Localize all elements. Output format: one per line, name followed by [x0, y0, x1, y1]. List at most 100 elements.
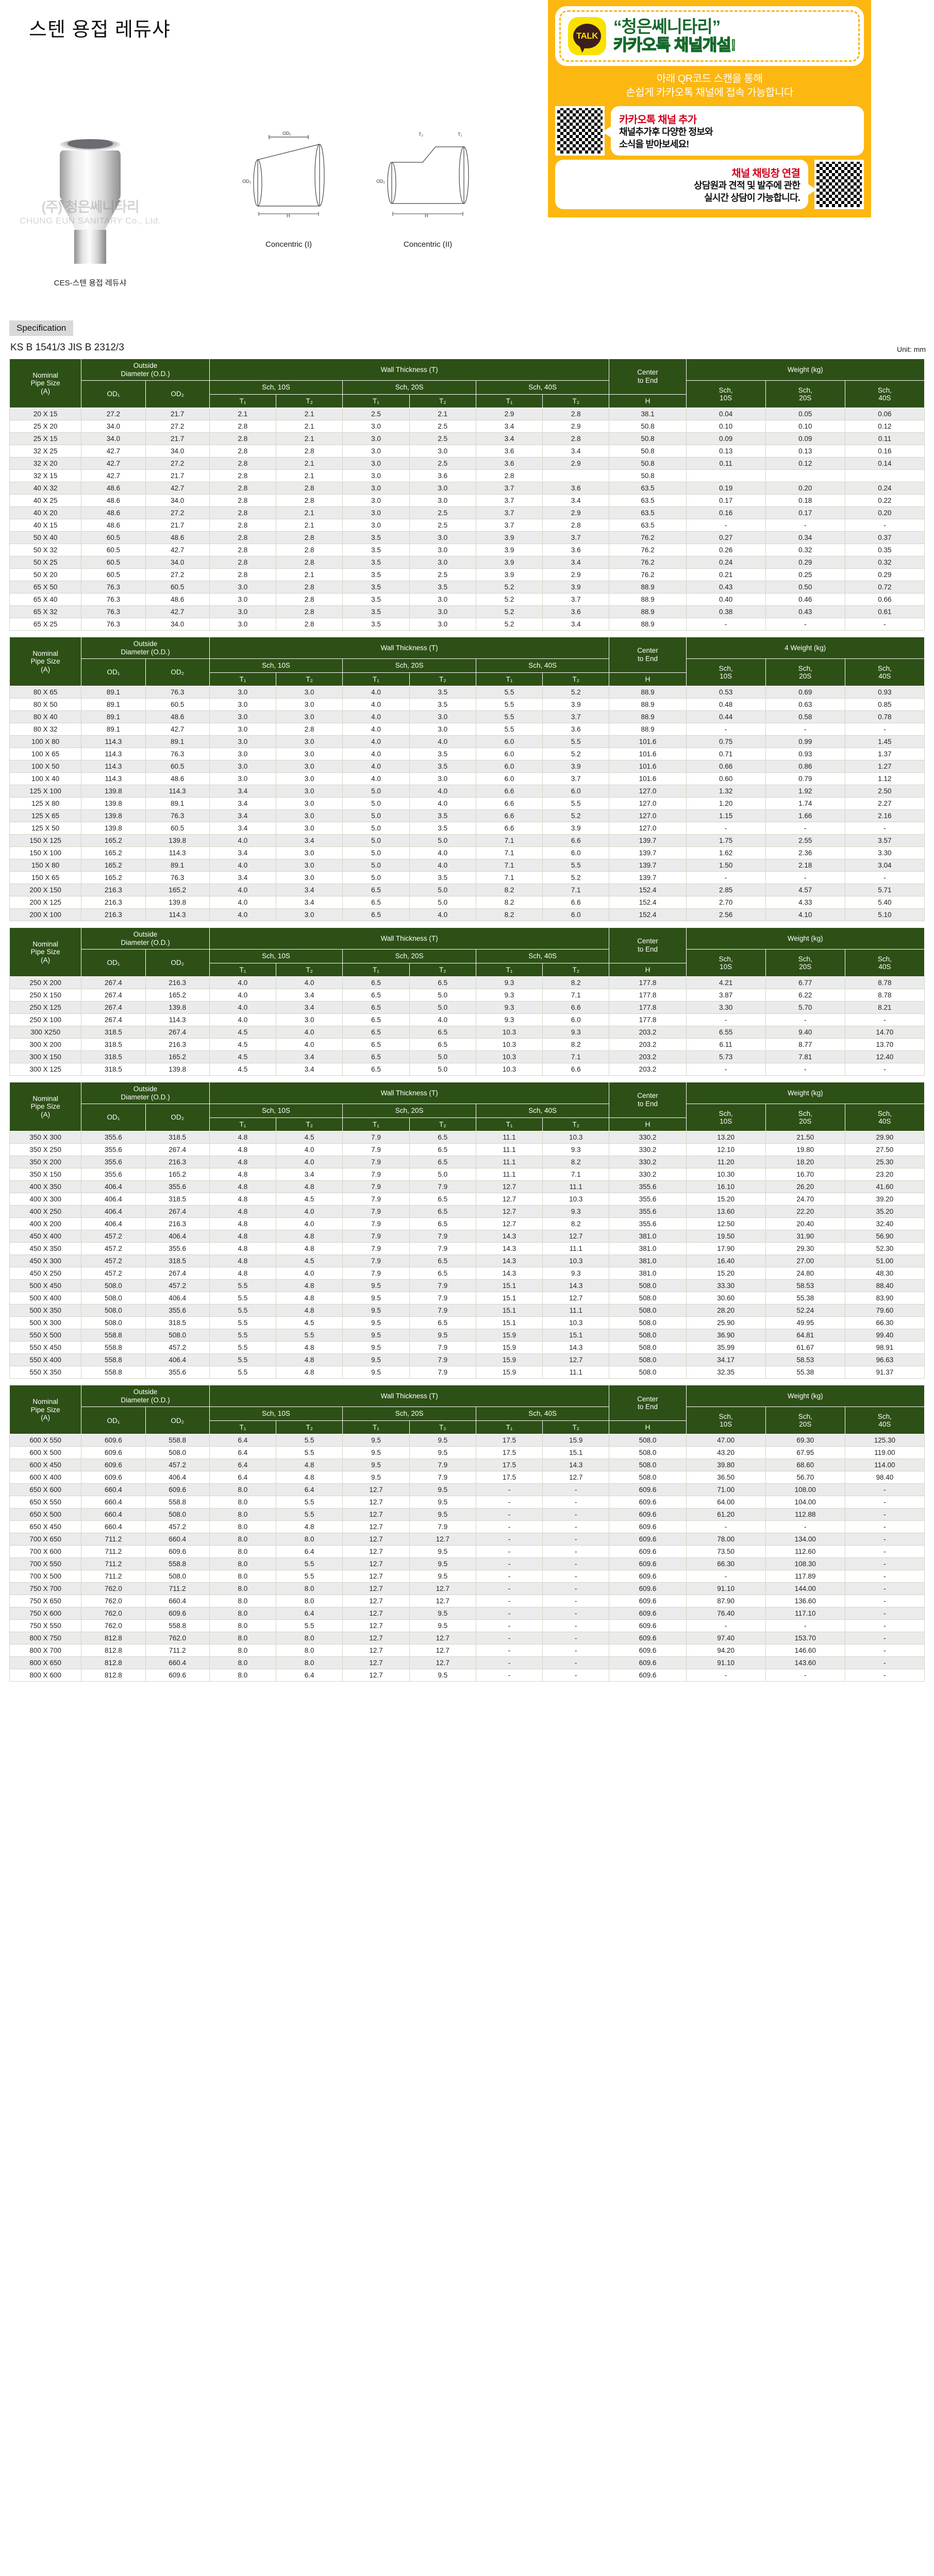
table-cell: 27.50 [844, 1143, 925, 1157]
drawing-concentric-1: OD₁ OD₂ H Concentric (I) [222, 129, 356, 249]
table-cell: 4.8 [209, 1143, 277, 1157]
table-cell: 4.0 [209, 884, 277, 897]
table-cell: 1.74 [765, 797, 845, 810]
table-cell: 1.37 [844, 748, 925, 761]
table-cell: 406.4 [81, 1205, 146, 1218]
table-cell: 63.5 [609, 494, 687, 507]
table-cell: 3.4 [276, 1001, 343, 1014]
table-row: 700 X 550 711.2 558.8 8.0 5.5 12.7 9.5- -609.6 6… [9, 1557, 925, 1571]
promo-line2: 카카오톡 채널개설! [613, 36, 737, 55]
table-cell: 165.2 [145, 1050, 210, 1064]
table-cell: 20.40 [765, 1217, 845, 1231]
th-h: H [609, 672, 687, 687]
table-cell: 12.7 [475, 1193, 543, 1206]
table-cell: 6.0 [542, 1013, 610, 1027]
table-cell: 15.9 [475, 1353, 543, 1367]
table-cell: 609.6 [609, 1619, 687, 1633]
qr-code-chat[interactable] [814, 160, 864, 209]
cell-nominal-size: 450 X 250 [9, 1267, 82, 1280]
table-cell: 12.7 [542, 1353, 610, 1367]
table-cell: 6.0 [542, 908, 610, 922]
table-cell: 12.7 [342, 1595, 410, 1608]
table-cell: 76.3 [81, 593, 146, 606]
promo-chat-text2: 실시간 상담이 가능합니다. [704, 192, 800, 203]
table-cell: 79.60 [844, 1304, 925, 1317]
th-sch20: Sch, 20S [342, 1104, 476, 1118]
table-cell: 2.8 [276, 544, 343, 557]
table-cell: 10.30 [686, 1168, 766, 1181]
table-cell: 23.20 [844, 1168, 925, 1181]
table-cell: 3.7 [475, 519, 543, 532]
table-cell: 9.5 [342, 1446, 410, 1460]
table-cell: 8.0 [276, 1656, 343, 1670]
table-row: 450 X 300 457.2 318.5 4.8 4.5 7.9 6.5 14.3 10.3 3… [9, 1255, 925, 1268]
table-cell: 47.00 [686, 1434, 766, 1447]
table-cell: 49.95 [765, 1316, 845, 1330]
table-cell: 330.2 [609, 1131, 687, 1144]
table-cell: 139.8 [81, 822, 146, 835]
table-cell: 0.43 [765, 605, 845, 619]
table-row: 550 X 350 558.8 355.6 5.5 4.8 9.5 7.9 15.9 11.1 5… [9, 1366, 925, 1379]
table-cell: 406.4 [145, 1353, 210, 1367]
table-cell: 4.8 [276, 1520, 343, 1534]
table-cell: 0.38 [686, 605, 766, 619]
table-cell: 609.6 [609, 1669, 687, 1682]
promo-chat-row[interactable]: 채널 채팅창 연결 상담원과 견적 및 발주에 관한 실시간 상담이 가능합니다… [555, 160, 864, 209]
table-cell: 2.8 [209, 445, 277, 458]
table-cell: 5.73 [686, 1050, 766, 1064]
table-cell: 7.1 [475, 846, 543, 860]
table-cell: 76.3 [81, 618, 146, 631]
table-cell: 17.5 [475, 1446, 543, 1460]
table-cell: 11.1 [542, 1242, 610, 1256]
table-cell: 4.5 [276, 1316, 343, 1330]
table-cell: 165.2 [81, 871, 146, 885]
table-cell: 5.5 [542, 797, 610, 810]
cell-nominal-size: 125 X 80 [9, 797, 82, 810]
th-t1: T₁ [209, 672, 277, 687]
table-cell: 355.6 [145, 1304, 210, 1317]
table-cell: 4.0 [342, 686, 410, 699]
table-cell: 152.4 [609, 884, 687, 897]
table-cell: 4.0 [276, 1026, 343, 1039]
table-cell: 3.6 [542, 723, 610, 736]
table-row: 32 X 20 42.7 27.2 2.8 2.1 3.0 2.5 3.6 2.9 50.8 0.1… [9, 457, 925, 470]
table-cell: 2.8 [475, 469, 543, 483]
table-cell: 3.0 [276, 1013, 343, 1027]
table-cell: 5.0 [342, 822, 410, 835]
table-cell: 3.0 [409, 772, 476, 786]
qr-code-channel-add[interactable] [555, 106, 605, 156]
cell-nominal-size: 700 X 650 [9, 1533, 82, 1546]
cell-nominal-size: 40 X 32 [9, 482, 82, 495]
cell-nominal-size: 600 X 450 [9, 1459, 82, 1472]
table-cell: 10.3 [475, 1038, 543, 1052]
table-cell: 8.0 [209, 1533, 277, 1546]
table-cell: 29.90 [844, 1131, 925, 1144]
table-cell: 3.0 [209, 618, 277, 631]
table-cell: 4.0 [342, 748, 410, 761]
table-cell: 355.6 [609, 1205, 687, 1218]
table-cell: 8.0 [209, 1582, 277, 1596]
table-cell: 4.0 [276, 976, 343, 990]
table-row: 20 X 15 27.2 21.7 2.1 2.1 2.5 2.1 2.9 2.8 38.1 0.0… [9, 408, 925, 421]
table-cell: 9.5 [409, 1557, 476, 1571]
table-cell: 9.5 [409, 1329, 476, 1342]
table-cell: 609.6 [145, 1669, 210, 1682]
promo-channel-add-row[interactable]: 카카오톡 채널 추가 채널추가후 다양한 정보와 소식을 받아보세요! [555, 106, 864, 156]
th-center: Center to End [609, 1385, 687, 1421]
table-cell: 7.9 [342, 1143, 410, 1157]
table-cell: 34.17 [686, 1353, 766, 1367]
table-cell: - [844, 1545, 925, 1558]
cell-nominal-size: 200 X 150 [9, 884, 82, 897]
table-cell: 15.1 [475, 1304, 543, 1317]
table-cell: 6.5 [409, 1205, 476, 1218]
table-cell: 2.70 [686, 896, 766, 909]
table-cell: 609.6 [81, 1459, 146, 1472]
reducer-photo-wrap: (주) 청은쎄니타리 CHUNG EUN SANITARY Co., Ltd. [20, 118, 160, 273]
table-cell: 6.6 [475, 822, 543, 835]
table-cell: 0.14 [844, 457, 925, 470]
kakao-promo-banner[interactable]: TALK “청은쎄니타리” 카카오톡 채널개설! 아래 QR코드 스캔을 통해 … [548, 0, 871, 217]
table-cell: - [542, 1669, 610, 1682]
table-row: 100 X 40 114.3 48.6 3.0 3.0 4.0 3.0 6.0 3.7 101.6… [9, 772, 925, 786]
table-cell: 6.4 [209, 1446, 277, 1460]
cell-nominal-size: 450 X 350 [9, 1242, 82, 1256]
